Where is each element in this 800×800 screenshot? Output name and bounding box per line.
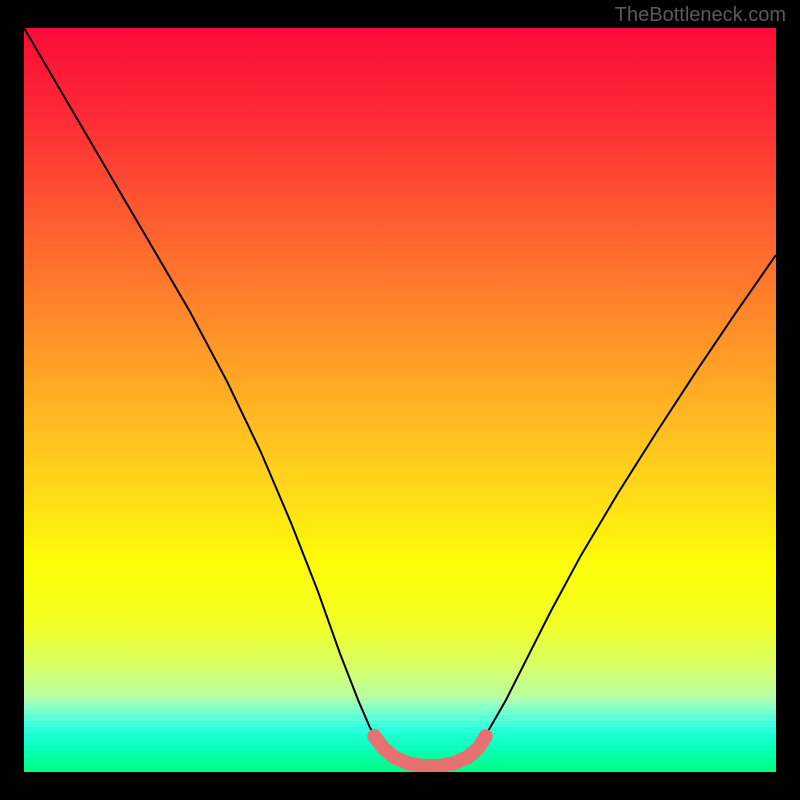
curve-right bbox=[481, 255, 776, 742]
curve-left bbox=[24, 28, 379, 742]
watermark: TheBottleneck.com bbox=[615, 4, 786, 27]
pink-overlay-stroke bbox=[374, 736, 485, 766]
chart-plot-area bbox=[24, 28, 776, 772]
chart-curves-svg bbox=[24, 28, 776, 772]
pink-dot bbox=[479, 729, 493, 743]
pink-dot bbox=[367, 729, 381, 743]
